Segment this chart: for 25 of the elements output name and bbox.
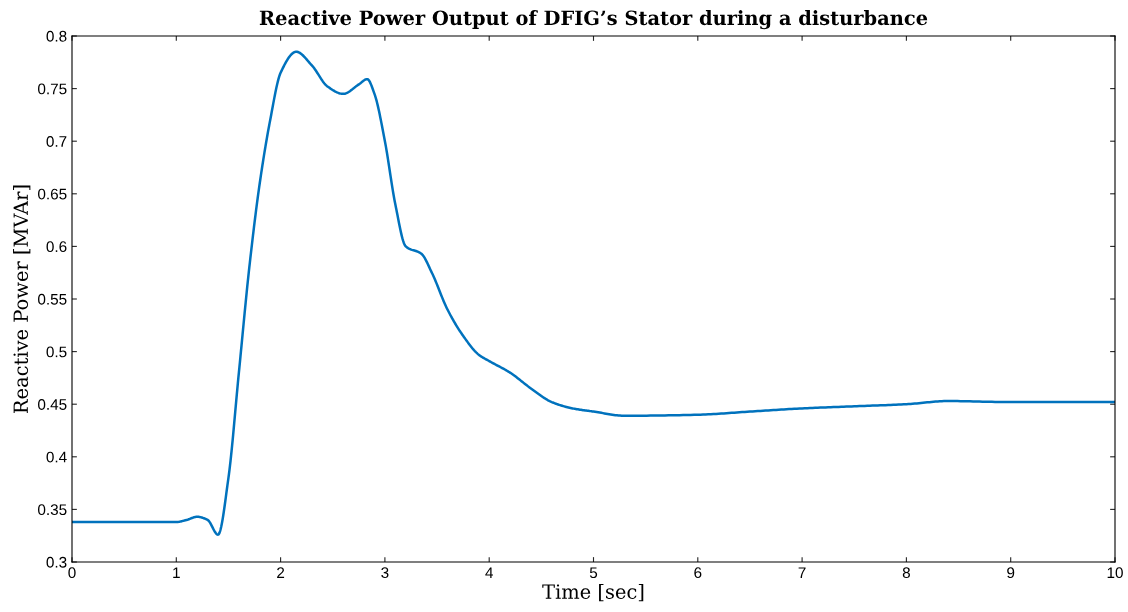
x-tick-label: 3	[381, 567, 389, 579]
x-tick-label: 10	[1107, 567, 1123, 579]
y-tick-label: 0.8	[46, 30, 67, 42]
x-tick-label: 0	[68, 567, 76, 579]
x-tick-label: 4	[485, 567, 493, 578]
y-tick-label: 0.4	[46, 451, 67, 463]
x-tick-label: 5	[589, 567, 598, 579]
y-tick-label: 0.75	[38, 83, 67, 95]
x-tick-label: 7	[798, 567, 806, 578]
x-tick-label: 1	[173, 567, 180, 578]
y-tick-label: 0.45	[38, 399, 67, 410]
x-tick-label: 2	[277, 567, 285, 578]
x-tick-label: 6	[694, 567, 702, 579]
y-tick-label: 0.5	[46, 346, 67, 358]
y-tick-label: 0.6	[46, 241, 67, 253]
y-tick-label: 0.3	[46, 556, 67, 568]
y-axis-title: Reactive Power [MVAr]	[13, 185, 31, 413]
y-tick-label: 0.65	[38, 188, 67, 200]
x-tick-label: 9	[1007, 567, 1015, 579]
y-tick-label: 0.7	[46, 136, 67, 147]
x-tick-label: 8	[902, 567, 910, 579]
y-tick-label: 0.55	[38, 293, 67, 305]
chart-title: Reactive Power Output of DFIG’s Stator during a disturbance	[259, 10, 928, 30]
x-axis-title: Time [sec]	[542, 583, 644, 602]
y-tick-label: 0.35	[38, 504, 67, 516]
